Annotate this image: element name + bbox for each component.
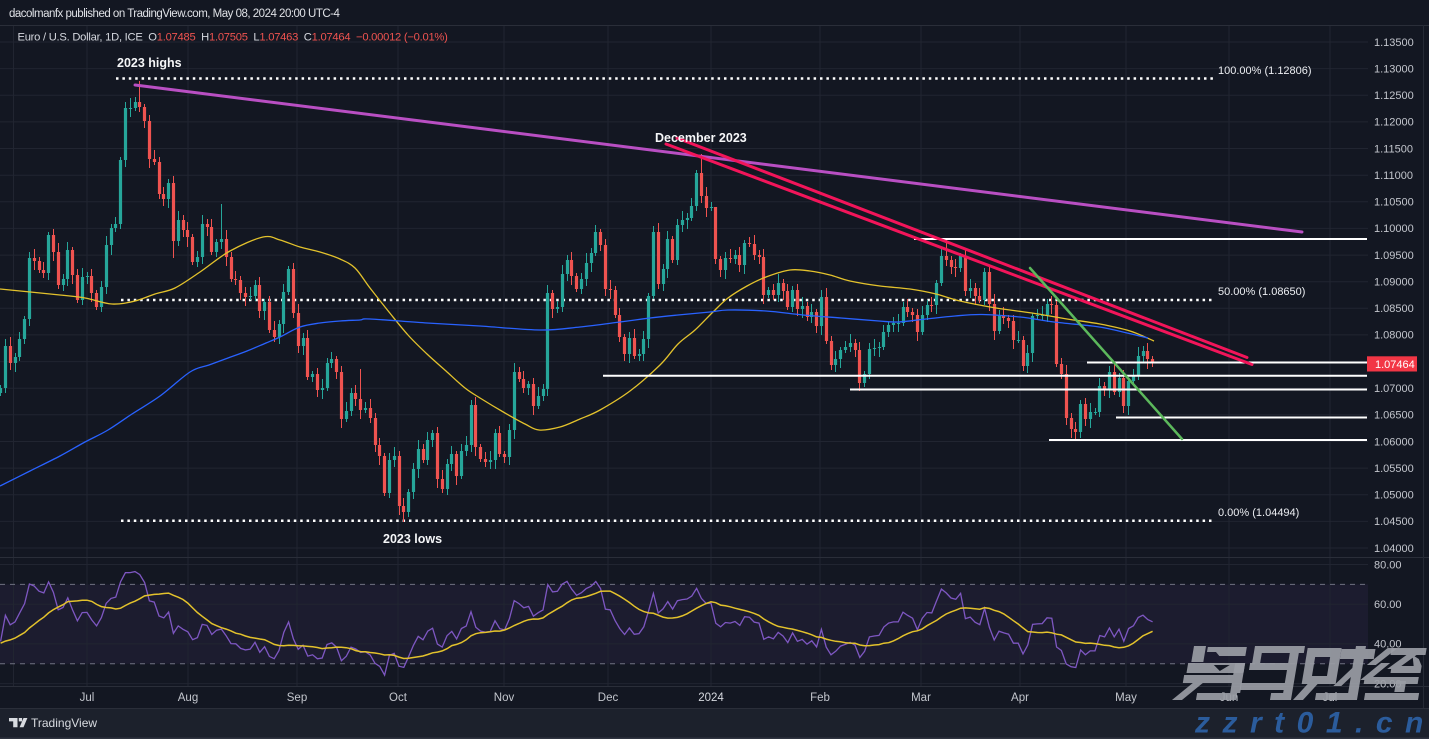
svg-text:1.13500: 1.13500: [1374, 37, 1414, 49]
svg-text:1.12500: 1.12500: [1374, 90, 1414, 102]
svg-text:0.00% (1.04494): 0.00% (1.04494): [1218, 507, 1299, 519]
svg-text:December 2023: December 2023: [655, 131, 747, 145]
svg-text:1.05500: 1.05500: [1374, 463, 1414, 475]
svg-text:1.10000: 1.10000: [1374, 223, 1414, 235]
svg-text:1.09000: 1.09000: [1374, 277, 1414, 289]
svg-text:dacolmanfx published on Tradin: dacolmanfx published on TradingView.com,…: [9, 8, 340, 20]
svg-text:May: May: [1115, 692, 1137, 704]
svg-text:Dec: Dec: [598, 692, 619, 704]
svg-text:1.12000: 1.12000: [1374, 117, 1414, 129]
svg-text:1.13000: 1.13000: [1374, 63, 1414, 75]
svg-text:40.00: 40.00: [1374, 639, 1402, 651]
svg-text:100.00% (1.12806): 100.00% (1.12806): [1218, 65, 1312, 77]
svg-text:1.06500: 1.06500: [1374, 410, 1414, 422]
svg-text:Euro / U.S. Dollar, 1D, ICE O: Euro / U.S. Dollar, 1D, ICE O1.07485 H1.…: [18, 32, 449, 44]
svg-text:1.06000: 1.06000: [1374, 436, 1414, 448]
svg-text:60.00: 60.00: [1374, 599, 1402, 611]
svg-text:2023 highs: 2023 highs: [117, 56, 182, 70]
svg-text:50.00% (1.08650): 50.00% (1.08650): [1218, 286, 1305, 298]
svg-text:1.08500: 1.08500: [1374, 303, 1414, 315]
svg-text:1.05000: 1.05000: [1374, 490, 1414, 502]
svg-text:zzrt01.cn: zzrt01.cn: [1194, 707, 1429, 739]
svg-text:2023 lows: 2023 lows: [383, 532, 442, 546]
svg-text:Mar: Mar: [911, 692, 931, 704]
svg-text:1.07000: 1.07000: [1374, 383, 1414, 395]
svg-text:1.09500: 1.09500: [1374, 250, 1414, 262]
svg-text:1.10500: 1.10500: [1374, 197, 1414, 209]
svg-text:1.11000: 1.11000: [1374, 170, 1413, 182]
svg-text:Feb: Feb: [810, 692, 830, 704]
svg-text:1.07464: 1.07464: [1375, 359, 1415, 371]
svg-text:1.11500: 1.11500: [1374, 143, 1413, 155]
svg-text:Nov: Nov: [494, 692, 515, 704]
svg-text:1.04000: 1.04000: [1374, 543, 1414, 555]
svg-text:Aug: Aug: [178, 692, 198, 704]
svg-text:Sep: Sep: [287, 692, 307, 704]
svg-text:TradingView: TradingView: [31, 716, 97, 730]
svg-text:Jul: Jul: [80, 692, 95, 704]
svg-text:Oct: Oct: [389, 692, 408, 704]
svg-text:1.08000: 1.08000: [1374, 330, 1414, 342]
svg-text:1.04500: 1.04500: [1374, 516, 1414, 528]
svg-text:2024: 2024: [698, 692, 724, 704]
svg-text:80.00: 80.00: [1374, 559, 1402, 571]
svg-text:Apr: Apr: [1011, 692, 1029, 704]
